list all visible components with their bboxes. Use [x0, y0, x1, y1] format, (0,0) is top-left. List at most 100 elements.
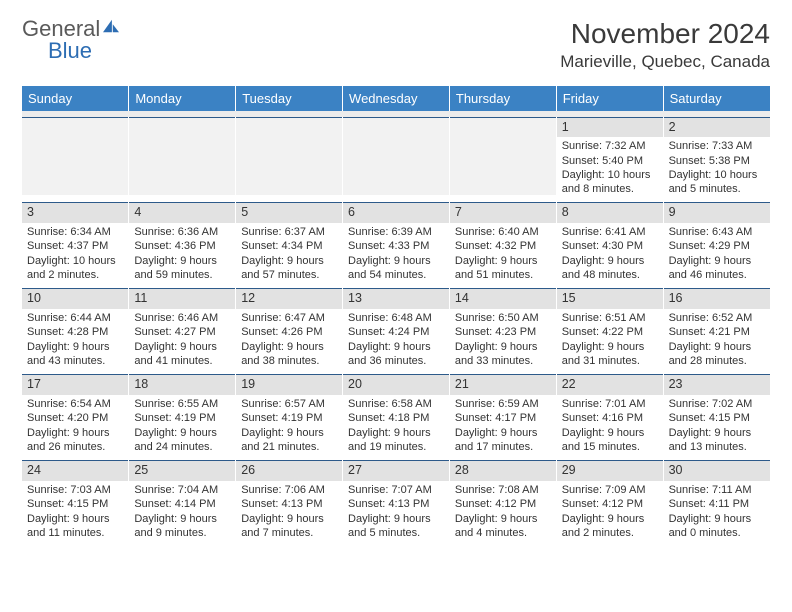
sunrise-line: Sunrise: 6:46 AM [134, 311, 230, 325]
day-data: Sunrise: 6:48 AMSunset: 4:24 PMDaylight:… [343, 309, 449, 374]
day-data: Sunrise: 6:37 AMSunset: 4:34 PMDaylight:… [236, 223, 342, 288]
day-cell: 1Sunrise: 7:32 AMSunset: 5:40 PMDaylight… [556, 117, 663, 203]
day-cell: 5Sunrise: 6:37 AMSunset: 4:34 PMDaylight… [236, 203, 343, 289]
day-header: Sunday [22, 86, 129, 111]
daylight-line: Daylight: 9 hours and 21 minutes. [241, 426, 337, 455]
daylight-line: Daylight: 9 hours and 5 minutes. [348, 512, 444, 541]
day-cell: 10Sunrise: 6:44 AMSunset: 4:28 PMDayligh… [22, 289, 129, 375]
day-data: Sunrise: 6:36 AMSunset: 4:36 PMDaylight:… [129, 223, 235, 288]
day-header: Friday [556, 86, 663, 111]
day-data: Sunrise: 6:47 AMSunset: 4:26 PMDaylight:… [236, 309, 342, 374]
logo: GeneralBlue [22, 18, 121, 62]
day-number: 23 [664, 375, 770, 395]
sunrise-line: Sunrise: 7:07 AM [348, 483, 444, 497]
day-number: 25 [129, 461, 235, 481]
calendar-table: Sunday Monday Tuesday Wednesday Thursday… [22, 86, 770, 546]
day-data: Sunrise: 6:44 AMSunset: 4:28 PMDaylight:… [22, 309, 128, 374]
day-data: Sunrise: 7:32 AMSunset: 5:40 PMDaylight:… [557, 137, 663, 202]
daylight-line: Daylight: 9 hours and 15 minutes. [562, 426, 658, 455]
day-number: 18 [129, 375, 235, 395]
day-data: Sunrise: 7:04 AMSunset: 4:14 PMDaylight:… [129, 481, 235, 546]
daylight-line: Daylight: 10 hours and 5 minutes. [669, 168, 765, 197]
day-cell: 22 Sunrise: 7:01 AMSunset: 4:16 PMDayligh… [556, 375, 663, 461]
daylight-line: Daylight: 9 hours and 33 minutes. [455, 340, 551, 369]
sunrise-line: Sunrise: 6:37 AM [241, 225, 337, 239]
daylight-line: Daylight: 9 hours and 7 minutes. [241, 512, 337, 541]
day-cell: 30Sunrise: 7:11 AMSunset: 4:11 PMDayligh… [663, 461, 770, 546]
day-number: 5 [236, 203, 342, 223]
day-cell: 20Sunrise: 6:58 AMSunset: 4:18 PMDayligh… [343, 375, 450, 461]
day-number: 4 [129, 203, 235, 223]
daylight-line: Daylight: 9 hours and 43 minutes. [27, 340, 123, 369]
daylight-line: Daylight: 9 hours and 46 minutes. [669, 254, 765, 283]
day-data: Sunrise: 7:02 AMSunset: 4:15 PMDaylight:… [664, 395, 770, 460]
day-number: 13 [343, 289, 449, 309]
day-cell: 21Sunrise: 6:59 AMSunset: 4:17 PMDayligh… [449, 375, 556, 461]
daylight-line: Daylight: 9 hours and 28 minutes. [669, 340, 765, 369]
day-number: 27 [343, 461, 449, 481]
month-title: November 2024 [560, 18, 770, 50]
day-header: Tuesday [236, 86, 343, 111]
daylight-line: Daylight: 9 hours and 19 minutes. [348, 426, 444, 455]
sunset-line: Sunset: 4:16 PM [562, 411, 658, 425]
sunset-line: Sunset: 4:18 PM [348, 411, 444, 425]
sunrise-line: Sunrise: 6:58 AM [348, 397, 444, 411]
day-number: 1 [557, 118, 663, 138]
sunrise-line: Sunrise: 6:36 AM [134, 225, 230, 239]
sunrise-line: Sunrise: 7:03 AM [27, 483, 123, 497]
sunrise-line: Sunrise: 7:02 AM [669, 397, 765, 411]
week-row: 17Sunrise: 6:54 AMSunset: 4:20 PMDayligh… [22, 375, 770, 461]
daylight-line: Daylight: 10 hours and 8 minutes. [562, 168, 658, 197]
day-data: Sunrise: 6:40 AMSunset: 4:32 PMDaylight:… [450, 223, 556, 288]
day-number: 22 [557, 375, 663, 395]
sunrise-line: Sunrise: 7:06 AM [241, 483, 337, 497]
daylight-line: Daylight: 9 hours and 2 minutes. [562, 512, 658, 541]
day-data: Sunrise: 6:43 AMSunset: 4:29 PMDaylight:… [664, 223, 770, 288]
day-number: 28 [450, 461, 556, 481]
day-cell: 16Sunrise: 6:52 AMSunset: 4:21 PMDayligh… [663, 289, 770, 375]
sunrise-line: Sunrise: 7:08 AM [455, 483, 551, 497]
day-number: 14 [450, 289, 556, 309]
daylight-line: Daylight: 9 hours and 13 minutes. [669, 426, 765, 455]
sunrise-line: Sunrise: 6:44 AM [27, 311, 123, 325]
day-cell: 13Sunrise: 6:48 AMSunset: 4:24 PMDayligh… [343, 289, 450, 375]
day-data: Sunrise: 6:57 AMSunset: 4:19 PMDaylight:… [236, 395, 342, 460]
sunset-line: Sunset: 4:32 PM [455, 239, 551, 253]
daylight-line: Daylight: 9 hours and 11 minutes. [27, 512, 123, 541]
logo-text-blue: Blue [48, 38, 92, 63]
sunset-line: Sunset: 4:33 PM [348, 239, 444, 253]
sunrise-line: Sunrise: 7:01 AM [562, 397, 658, 411]
day-data: Sunrise: 6:39 AMSunset: 4:33 PMDaylight:… [343, 223, 449, 288]
day-data: Sunrise: 6:50 AMSunset: 4:23 PMDaylight:… [450, 309, 556, 374]
daylight-line: Daylight: 9 hours and 17 minutes. [455, 426, 551, 455]
daylight-line: Daylight: 9 hours and 54 minutes. [348, 254, 444, 283]
day-data: Sunrise: 7:11 AMSunset: 4:11 PMDaylight:… [664, 481, 770, 546]
day-cell: 15Sunrise: 6:51 AMSunset: 4:22 PMDayligh… [556, 289, 663, 375]
day-cell: 17Sunrise: 6:54 AMSunset: 4:20 PMDayligh… [22, 375, 129, 461]
sunrise-line: Sunrise: 6:50 AM [455, 311, 551, 325]
day-cell: 24Sunrise: 7:03 AMSunset: 4:15 PMDayligh… [22, 461, 129, 546]
sunrise-line: Sunrise: 7:32 AM [562, 139, 658, 153]
day-number: 3 [22, 203, 128, 223]
day-header: Wednesday [343, 86, 450, 111]
sunset-line: Sunset: 4:12 PM [562, 497, 658, 511]
day-number: 10 [22, 289, 128, 309]
daylight-line: Daylight: 9 hours and 48 minutes. [562, 254, 658, 283]
day-number: 6 [343, 203, 449, 223]
sunrise-line: Sunrise: 7:04 AM [134, 483, 230, 497]
day-data: Sunrise: 6:59 AMSunset: 4:17 PMDaylight:… [450, 395, 556, 460]
sunset-line: Sunset: 4:13 PM [348, 497, 444, 511]
day-data: Sunrise: 6:54 AMSunset: 4:20 PMDaylight:… [22, 395, 128, 460]
sunrise-line: Sunrise: 7:09 AM [562, 483, 658, 497]
sunset-line: Sunset: 4:13 PM [241, 497, 337, 511]
day-number: 11 [129, 289, 235, 309]
sunrise-line: Sunrise: 7:11 AM [669, 483, 765, 497]
week-row: 24Sunrise: 7:03 AMSunset: 4:15 PMDayligh… [22, 461, 770, 546]
day-number: 16 [664, 289, 770, 309]
daylight-line: Daylight: 9 hours and 59 minutes. [134, 254, 230, 283]
day-data: Sunrise: 7:33 AMSunset: 5:38 PMDaylight:… [664, 137, 770, 202]
day-number: 21 [450, 375, 556, 395]
daylight-line: Daylight: 9 hours and 26 minutes. [27, 426, 123, 455]
sunset-line: Sunset: 4:15 PM [669, 411, 765, 425]
sunset-line: Sunset: 4:14 PM [134, 497, 230, 511]
